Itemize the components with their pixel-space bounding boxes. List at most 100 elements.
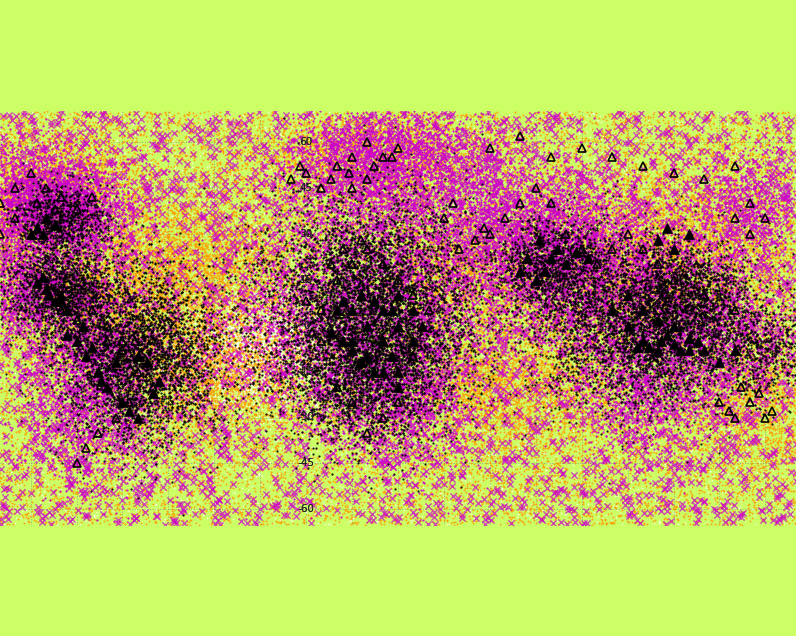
Point (540, 228, 553, 238)
Point (406, 427, 419, 437)
Point (502, 200, 515, 210)
Point (121, 357, 134, 367)
Point (442, 412, 455, 422)
Point (190, 245, 203, 256)
Point (318, 233, 331, 243)
Point (127, 377, 139, 387)
Point (365, 179, 378, 189)
Point (646, 429, 659, 439)
Point (482, 470, 494, 480)
Point (572, 286, 585, 296)
Point (681, 192, 694, 202)
Point (293, 421, 306, 431)
Point (80, 165, 93, 175)
Point (615, 392, 627, 403)
Point (752, 221, 765, 231)
Point (334, 130, 346, 140)
Point (377, 254, 390, 264)
Point (653, 418, 665, 428)
Point (555, 251, 568, 261)
Point (243, 271, 256, 281)
Point (96, 291, 109, 301)
Point (82, 268, 95, 278)
Point (98, 183, 111, 193)
Point (73, 211, 86, 221)
Point (709, 388, 722, 398)
Point (609, 287, 622, 298)
Point (66, 144, 79, 155)
Point (57, 209, 70, 219)
Point (685, 195, 697, 205)
Point (217, 353, 229, 363)
Point (701, 306, 714, 316)
Point (736, 196, 749, 206)
Point (354, 326, 367, 336)
Point (637, 342, 650, 352)
Point (607, 512, 619, 522)
Point (574, 429, 587, 439)
Point (768, 448, 781, 458)
Point (708, 172, 720, 182)
Point (358, 348, 371, 358)
Point (602, 355, 615, 365)
Point (424, 195, 437, 205)
Point (63, 129, 76, 139)
Point (246, 350, 259, 361)
Point (618, 237, 630, 247)
Point (29, 295, 42, 305)
Point (681, 273, 693, 283)
Point (510, 278, 523, 288)
Point (164, 307, 177, 317)
Point (203, 190, 216, 200)
Point (28, 193, 41, 203)
Point (259, 391, 272, 401)
Point (270, 411, 283, 421)
Point (211, 384, 224, 394)
Point (674, 453, 687, 464)
Point (166, 243, 178, 253)
Point (115, 326, 128, 336)
Point (647, 352, 660, 362)
Point (63, 211, 76, 221)
Point (751, 338, 764, 349)
Point (245, 365, 258, 375)
Point (384, 380, 396, 390)
Point (456, 269, 469, 279)
Point (482, 251, 494, 261)
Point (682, 356, 695, 366)
Point (373, 376, 385, 386)
Point (27, 194, 40, 204)
Point (240, 327, 252, 337)
Point (264, 334, 277, 344)
Point (738, 334, 751, 344)
Point (683, 306, 696, 316)
Point (513, 215, 526, 225)
Point (388, 511, 401, 521)
Point (100, 500, 112, 510)
Point (28, 210, 41, 220)
Point (435, 453, 448, 463)
Point (263, 289, 275, 300)
Point (425, 143, 438, 153)
Point (595, 204, 608, 214)
Point (375, 195, 388, 205)
Point (91, 214, 103, 225)
Point (705, 239, 718, 249)
Point (263, 288, 275, 298)
Point (342, 382, 355, 392)
Point (369, 146, 382, 156)
Point (555, 226, 568, 237)
Point (168, 247, 181, 257)
Point (345, 413, 357, 423)
Point (698, 358, 711, 368)
Point (291, 236, 304, 246)
Point (289, 352, 302, 363)
Point (317, 417, 330, 427)
Point (638, 205, 651, 215)
Point (41, 191, 54, 201)
Point (730, 407, 743, 417)
Point (316, 375, 329, 385)
Point (81, 174, 94, 184)
Point (672, 388, 685, 398)
Point (529, 243, 541, 253)
